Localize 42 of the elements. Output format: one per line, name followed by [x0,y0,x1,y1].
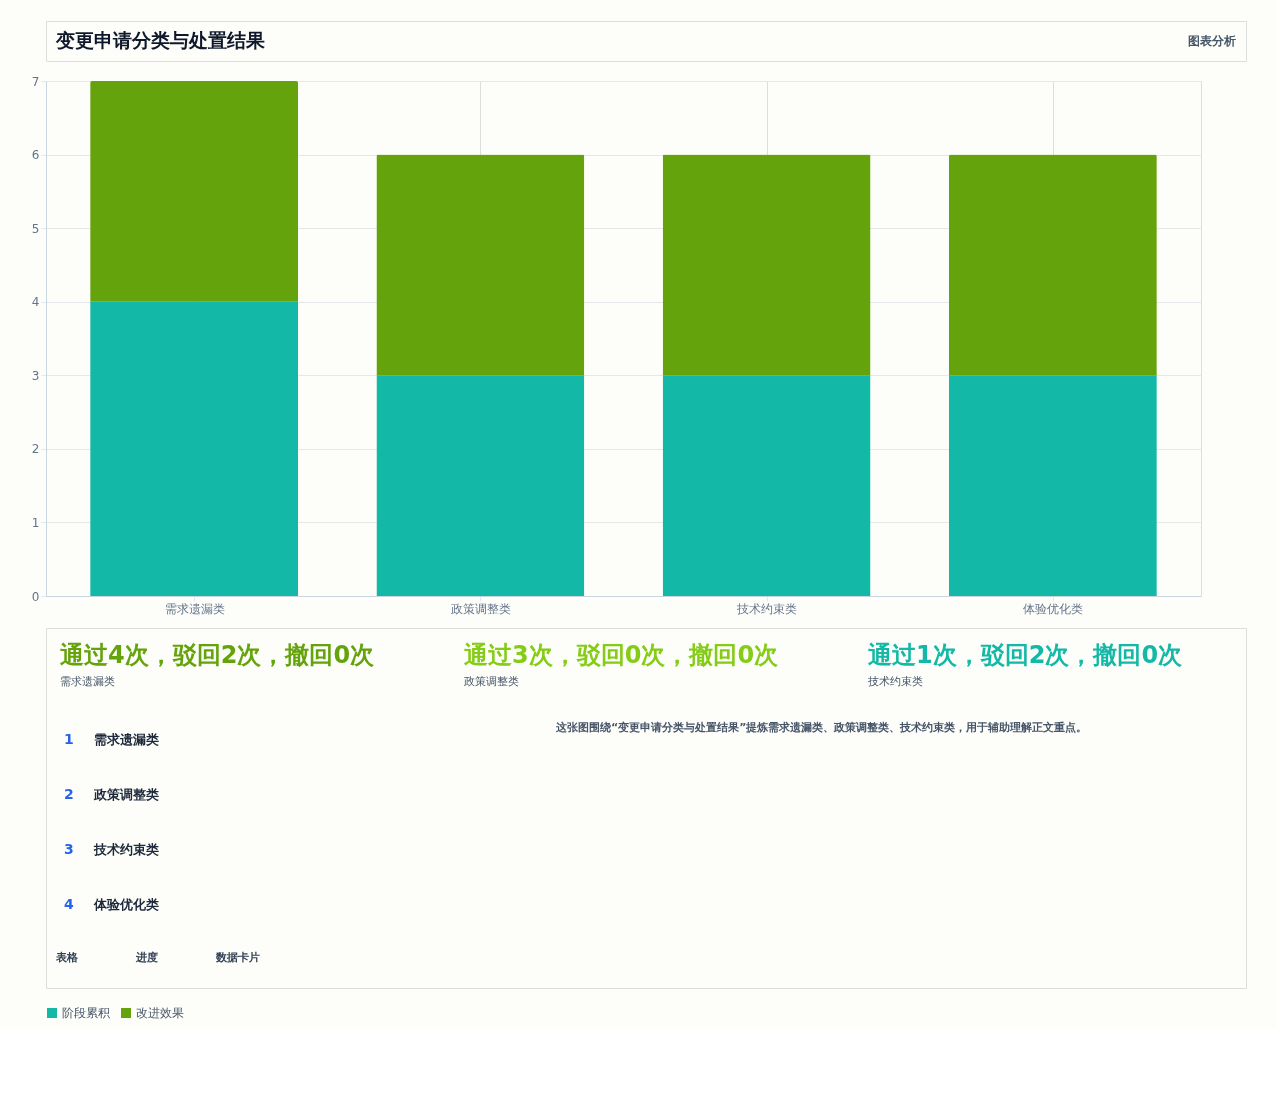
bar [376,154,585,376]
text: 数据卡片 [215,951,260,964]
y-tick-label: 1 [31,515,40,530]
x-tick-label: 需求遗漏类 [164,601,225,616]
bar [90,81,299,302]
x-tick-label: 政策调整类 [450,601,511,616]
text: 图表分析 [1188,34,1236,48]
text: 表格 [55,951,79,964]
bar [948,154,1157,376]
text: 2 [64,786,74,802]
text: 技术约束类 [93,842,159,857]
legend-label: 阶段累积 [62,1006,110,1020]
y-tick-label: 4 [31,295,40,310]
y-tick-label: 2 [31,442,40,457]
y-tick-label: 3 [31,368,40,383]
y-tick-label: 7 [31,74,40,89]
text: 1 [64,731,74,747]
text: 通过4次，驳回2次，撤回0次 [59,641,376,669]
text: 需求遗漏类 [94,732,159,747]
bar [90,301,299,596]
bar [662,154,871,376]
y-tick-label: 0 [31,589,40,604]
text: 4 [64,896,74,912]
bar [662,375,871,596]
chart-title: 变更申请分类与处置结果 [55,29,266,51]
x-tick-label: 体验优化类 [1023,601,1084,616]
text: 这张图围绕“变更申请分类与处置结果”提炼需求遗漏类、政策调整类、技术约束类，用于辅助理解正文重点。 [555,721,1088,734]
legend-label: 改进效果 [136,1006,184,1020]
bar [376,375,585,596]
y-tick-label: 6 [31,148,40,163]
y-tick-label: 5 [31,221,40,236]
text: 通过1次，驳回2次，撤回0次 [867,641,1184,669]
text: 通过3次，驳回0次，撤回0次 [463,641,780,669]
text: 进度 [135,951,158,964]
text: 需求遗漏类 [60,675,115,688]
text: 3 [64,841,74,857]
text: 技术约束类 [867,675,923,688]
x-tick-label: 技术约束类 [736,601,798,616]
bar [948,375,1157,596]
text: 政策调整类 [464,675,519,688]
text: 体验优化类 [93,897,159,912]
text: 政策调整类 [93,787,159,802]
